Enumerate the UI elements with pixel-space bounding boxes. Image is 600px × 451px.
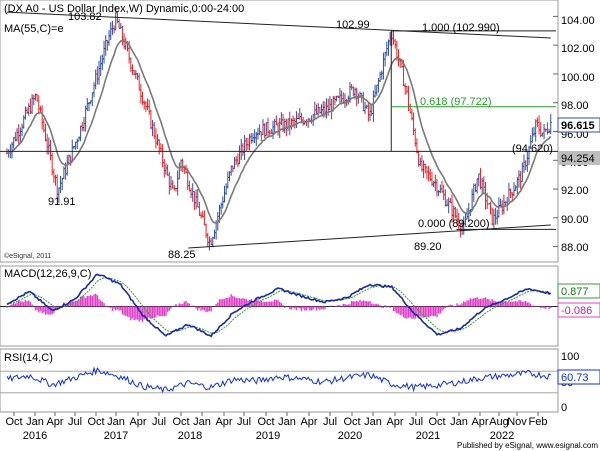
month-tick-label: Jan [193, 416, 211, 428]
upper-trend-line [6, 11, 551, 39]
annotation-102-99: 102.99 [336, 19, 370, 31]
year-tick-label: 2021 [416, 430, 440, 442]
month-tick-label: Jul [152, 416, 166, 428]
month-tick-label: Jan [278, 416, 296, 428]
copyright-label: ©eSignal, 2011 [4, 252, 52, 260]
footer-text: Published by eSignal, www.esignal.com [457, 441, 598, 450]
price-tag-box [557, 117, 600, 133]
y-tick-label: 90.00 [561, 214, 589, 226]
ma-line [7, 39, 552, 224]
year-tick-label: 2016 [23, 430, 47, 442]
year-tick-label: 2022 [490, 430, 514, 442]
macd-tag-box [557, 283, 600, 299]
y-tick-label: 100.00 [561, 72, 595, 84]
year-tick-label: 2020 [338, 430, 362, 442]
macd-signal-line [7, 277, 551, 334]
month-tick-label: Feb [529, 416, 548, 428]
chart-title: (DX A0 - US Dollar Index,W) Dynamic,0:00… [4, 3, 244, 15]
price-y-axis: 104.00 102.00 100.00 98.00 96.00 94.00 9… [561, 15, 595, 254]
macd-hist-tag-box [557, 302, 600, 318]
price-tag: 96.615 [561, 120, 595, 132]
year-tick-label: 2018 [178, 430, 202, 442]
fib-000-label: 0.000 (89.200) [418, 218, 490, 230]
month-tick-label: Oct [172, 416, 189, 428]
grid-lines [553, 15, 558, 248]
month-tick-label: Jul [409, 416, 423, 428]
month-tick-label: Nov [507, 416, 527, 428]
month-tick-label: Jan [450, 416, 468, 428]
ma-label: MA(55,C)=e [4, 23, 64, 35]
ma-tag: 94.254 [561, 153, 595, 165]
price-bars [5, 6, 552, 251]
month-tick-label: Oct [87, 416, 104, 428]
macd-line [6, 273, 552, 338]
y-tick-label: 92.00 [561, 185, 589, 197]
month-tick-label: Apr [46, 416, 63, 428]
annotation-103-82: 103.82 [68, 11, 102, 23]
y-tick-label: 88.00 [561, 242, 589, 254]
time-axis: Oct Jan Apr Jul Oct Jan Apr Jul Oct Jan Apr Jul Oct J… [5, 412, 547, 442]
rsi-tick-100: 100 [561, 351, 579, 363]
rsi-tag: 60.73 [561, 372, 589, 384]
y-tick-label: 104.00 [561, 15, 595, 27]
ma-tag-box [558, 151, 600, 165]
year-tick-label: 2019 [256, 430, 280, 442]
month-tick-label: Apr [300, 416, 317, 428]
fib-100-label: 1.000 (102.990) [422, 22, 500, 34]
rsi-line [6, 366, 552, 394]
fib-618-label: 0.618 (97.722) [420, 96, 492, 108]
overlays [0, 11, 558, 394]
rsi-tag-box [557, 369, 600, 385]
rsi-panel [0, 348, 559, 413]
macd-tag: 0.877 [561, 286, 589, 298]
annotation-88-25: 88.25 [168, 249, 196, 261]
year-tick-label: 2017 [104, 430, 128, 442]
annotation-91-91: 91.91 [48, 196, 76, 208]
month-tick-label: Aug [489, 416, 509, 428]
month-tick-label: Oct [428, 416, 445, 428]
rsi-tick-0: 0 [561, 402, 567, 414]
macd-title: MACD(12,26,9,C) [4, 268, 91, 280]
y-tick-label: 98.00 [561, 100, 589, 112]
month-tick-label: Oct [5, 416, 22, 428]
month-tick-label: Jan [364, 416, 382, 428]
month-tick-label: Jul [68, 416, 82, 428]
month-tick-label: Jul [237, 416, 251, 428]
month-tick-label: Oct [343, 416, 360, 428]
month-tick-label: Jan [26, 416, 44, 428]
rsi-title: RSI(14,C) [4, 352, 53, 364]
macd-hist-tag: -0.086 [561, 305, 592, 317]
month-tick-label: Jan [107, 416, 125, 428]
month-tick-label: Apr [471, 416, 488, 428]
month-tick-label: Apr [215, 416, 232, 428]
level-label: (94.620) [512, 143, 553, 155]
month-tick-label: Oct [257, 416, 274, 428]
annotation-89-20: 89.20 [414, 241, 442, 253]
month-tick-label: Apr [386, 416, 403, 428]
month-tick-label: Apr [129, 416, 146, 428]
y-tick-label: 102.00 [561, 43, 595, 55]
month-tick-label: Jul [323, 416, 337, 428]
